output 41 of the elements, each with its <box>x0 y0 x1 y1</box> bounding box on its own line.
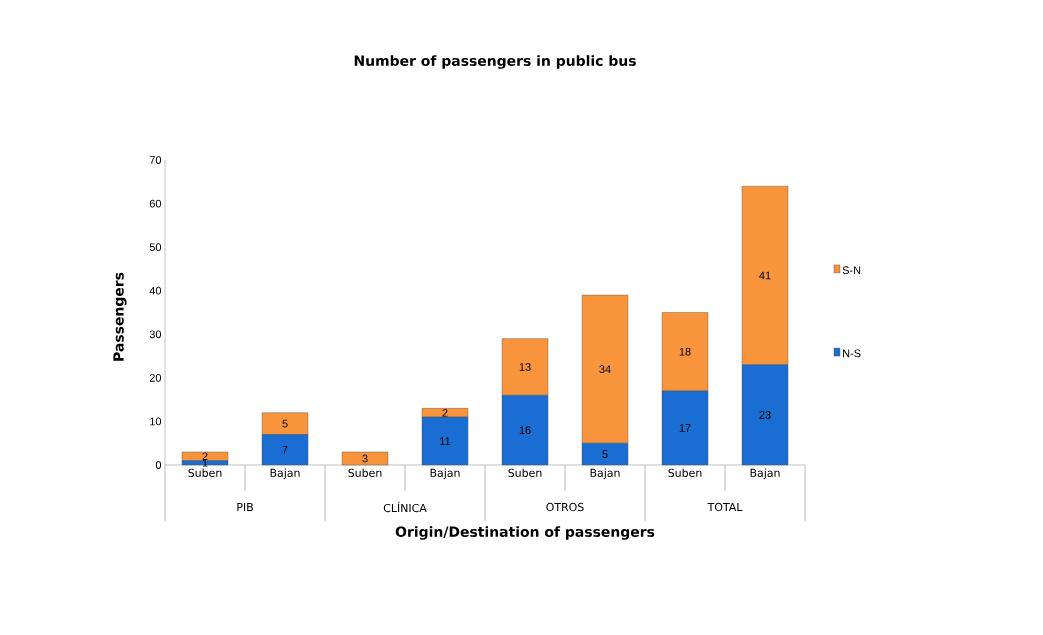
text: CLÍNICA <box>383 501 427 513</box>
y-tick-label: 60 <box>149 199 162 208</box>
y-tick-label: 20 <box>149 373 162 382</box>
y-axis-title: Passengers <box>113 272 127 361</box>
data-label: 5 <box>602 450 608 458</box>
y-tick-label: 40 <box>149 286 162 295</box>
x-tick-label: Suben <box>668 468 702 477</box>
x-tick-label: Suben <box>188 468 222 477</box>
y-tick-label: 50 <box>149 243 162 252</box>
chart-title: Number of passengers in public bus <box>354 55 636 69</box>
data-label: 17 <box>679 424 691 432</box>
data-label: 23 <box>759 411 771 419</box>
data-label: 18 <box>679 347 691 356</box>
x-tick-label: Bajan <box>430 468 460 480</box>
text: TOTAL <box>707 502 743 512</box>
data-label: 41 <box>759 271 771 280</box>
data-label: 34 <box>599 365 611 374</box>
y-tick-label: 0 <box>155 461 162 469</box>
legend-label: S-N <box>842 266 861 275</box>
data-label: 13 <box>519 363 531 371</box>
data-label: 7 <box>282 445 288 454</box>
text: PIB <box>237 503 253 511</box>
x-axis-title: Origin/Destination of passengers <box>395 526 655 540</box>
data-label: 3 <box>362 454 368 463</box>
text: OTROS <box>546 502 584 512</box>
data-label: 11 <box>440 437 451 445</box>
bar <box>341 451 389 466</box>
data-label: 16 <box>519 426 531 435</box>
legend-label: N-S <box>843 349 861 358</box>
x-tick-label: Bajan <box>750 468 780 480</box>
data-label: 5 <box>282 419 288 428</box>
data-label: 2 <box>442 408 448 417</box>
x-tick-label: Bajan <box>270 468 300 480</box>
data-label: 1 <box>202 459 208 467</box>
x-tick-label: Suben <box>508 468 542 477</box>
y-tick-label: 70 <box>149 156 162 164</box>
y-tick-label: 30 <box>149 330 162 339</box>
x-tick-label: Suben <box>348 468 382 477</box>
x-tick-label: Bajan <box>590 468 620 480</box>
y-tick-label: 10 <box>150 417 162 426</box>
data-label: 2 <box>202 452 208 461</box>
